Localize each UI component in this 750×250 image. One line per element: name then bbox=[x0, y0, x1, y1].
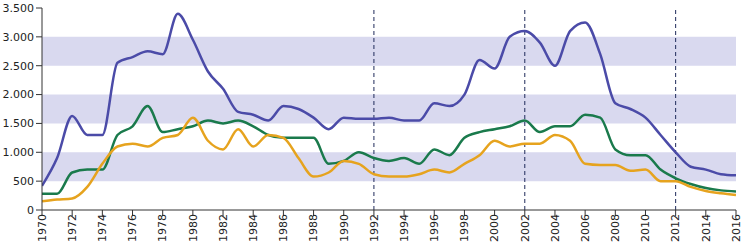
svg-text:2010: 2010 bbox=[639, 214, 652, 242]
svg-text:2006: 2006 bbox=[579, 214, 592, 242]
svg-text:1978: 1978 bbox=[157, 214, 170, 242]
svg-text:2.000: 2.000 bbox=[8, 88, 34, 101]
svg-text:2.500: 2.500 bbox=[8, 60, 34, 73]
svg-text:2012: 2012 bbox=[669, 214, 682, 242]
svg-text:1986: 1986 bbox=[277, 214, 290, 242]
svg-text:1990: 1990 bbox=[338, 214, 351, 242]
svg-text:1970: 1970 bbox=[36, 214, 49, 242]
svg-text:3.000: 3.000 bbox=[8, 31, 34, 44]
svg-text:1.500: 1.500 bbox=[8, 117, 34, 130]
svg-text:2002: 2002 bbox=[519, 214, 532, 242]
svg-text:2016: 2016 bbox=[730, 214, 742, 242]
svg-text:1.000: 1.000 bbox=[8, 146, 34, 159]
svg-text:1984: 1984 bbox=[247, 214, 260, 242]
svg-text:0: 0 bbox=[27, 204, 34, 217]
svg-text:2004: 2004 bbox=[549, 214, 562, 242]
svg-text:2008: 2008 bbox=[609, 214, 622, 242]
svg-text:1994: 1994 bbox=[398, 214, 411, 242]
svg-text:1992: 1992 bbox=[368, 214, 381, 242]
svg-text:1982: 1982 bbox=[217, 214, 230, 242]
svg-text:2000: 2000 bbox=[488, 214, 501, 242]
svg-text:2014: 2014 bbox=[700, 214, 713, 242]
svg-text:1998: 1998 bbox=[458, 214, 471, 242]
svg-text:1976: 1976 bbox=[126, 214, 139, 242]
svg-text:500: 500 bbox=[13, 175, 34, 188]
svg-text:1974: 1974 bbox=[96, 214, 109, 242]
svg-text:1988: 1988 bbox=[307, 214, 320, 242]
svg-text:1980: 1980 bbox=[187, 214, 200, 242]
svg-text:3.500: 3.500 bbox=[8, 2, 34, 15]
svg-text:1996: 1996 bbox=[428, 214, 441, 242]
svg-text:1972: 1972 bbox=[66, 214, 79, 242]
